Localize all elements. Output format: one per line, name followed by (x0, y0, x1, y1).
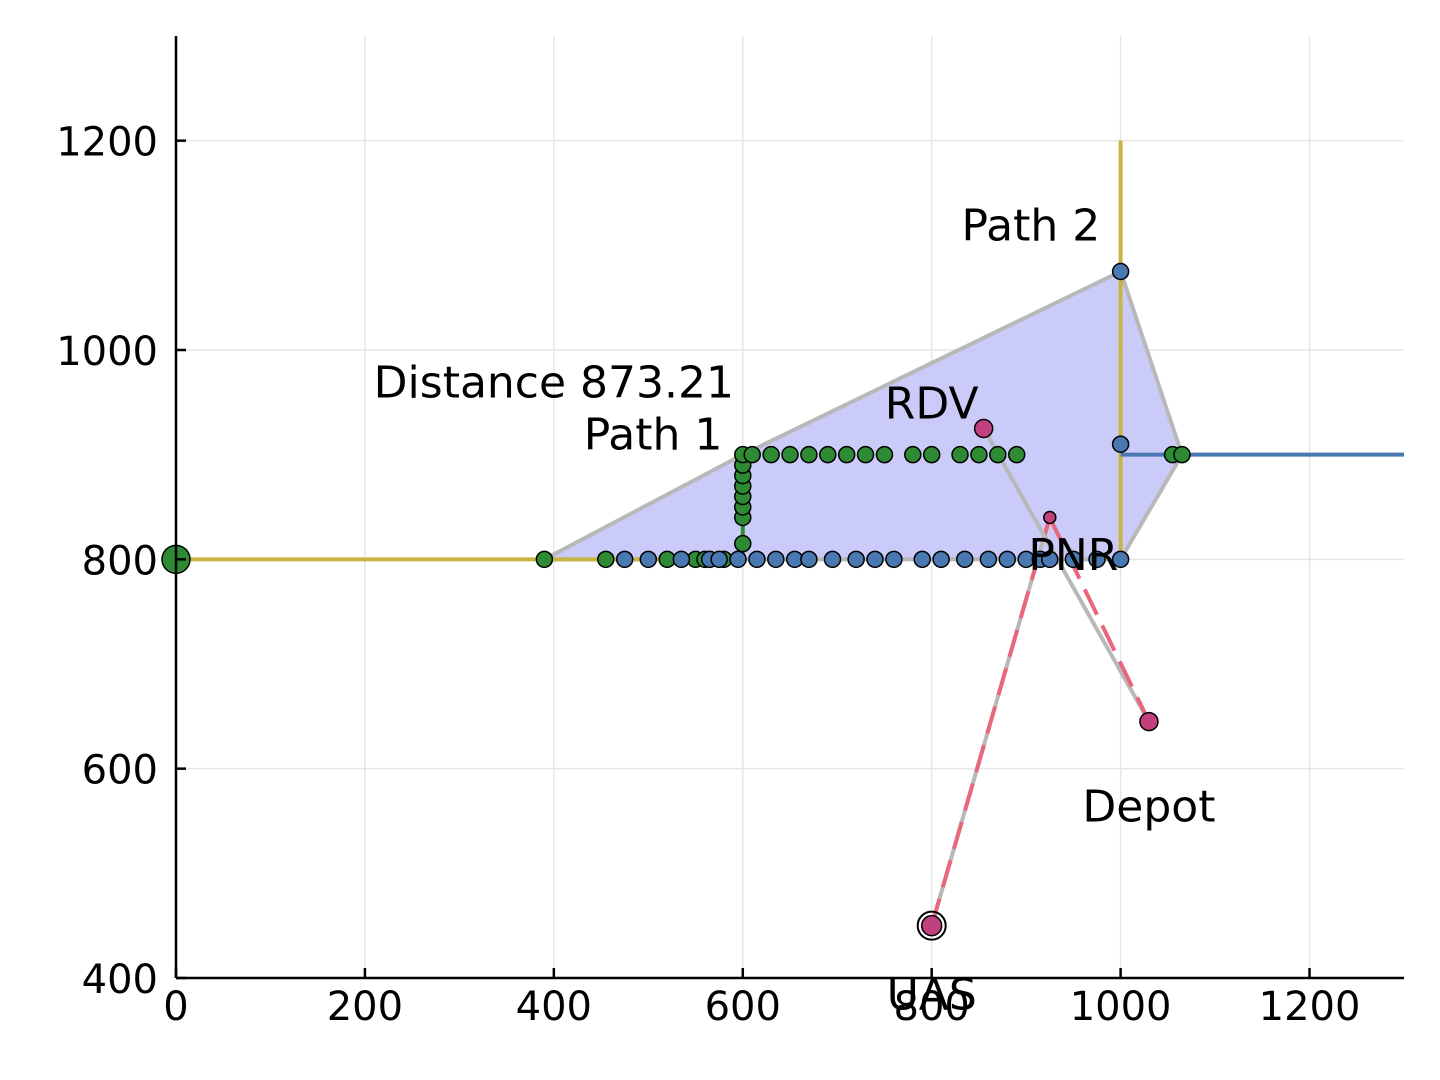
green-point (734, 534, 752, 553)
blue-point (1111, 262, 1130, 281)
blue-point (710, 550, 728, 569)
pnr-point (1043, 510, 1057, 525)
blue-point (998, 550, 1017, 569)
blue-point (800, 550, 818, 569)
green-point (1007, 445, 1026, 464)
green-point (800, 445, 818, 464)
green-point (904, 445, 922, 464)
blue-point (823, 550, 842, 569)
annotation-uas: UAS (887, 970, 977, 1021)
annotation-pnr: PNR (1028, 530, 1118, 581)
x-tick-label: 200 (327, 984, 403, 1030)
depot-point (1139, 711, 1159, 732)
blue-point (885, 550, 903, 569)
blue-point (866, 550, 884, 569)
x-tick-label: 400 (516, 984, 592, 1030)
uas-point-ring (916, 910, 947, 941)
green-point (989, 445, 1007, 464)
blue-point (1111, 550, 1130, 569)
green-point (875, 445, 894, 464)
green-point (856, 445, 875, 464)
blue-point (672, 550, 691, 569)
green-point (970, 445, 988, 464)
green-point (951, 445, 969, 464)
annotation-rdv: RDV (885, 378, 979, 429)
blue-point (615, 550, 634, 569)
green-point (837, 445, 856, 464)
blue-point (1088, 550, 1106, 569)
green-point (743, 445, 761, 464)
x-tick-label: 1000 (1070, 984, 1172, 1030)
y-tick-label: 600 (82, 748, 158, 794)
green-point (922, 445, 941, 464)
x-tick-label: 800 (894, 984, 970, 1030)
blue-point (729, 550, 747, 569)
green-point (597, 550, 615, 569)
uas-point (920, 914, 943, 937)
y-tick-label: 1000 (56, 329, 158, 375)
blue-point (1064, 550, 1083, 569)
blue-point (767, 550, 785, 569)
uas-pnr-dash (929, 516, 1052, 927)
x-tick-label: 0 (163, 984, 188, 1030)
blue-point (956, 550, 974, 569)
green-point (762, 445, 780, 464)
blue-point (748, 550, 766, 569)
data-points (161, 262, 1191, 941)
blue-point (639, 550, 658, 569)
blue-point (847, 550, 865, 569)
green-point (535, 550, 554, 569)
annotation-path2: Path 2 (962, 200, 1101, 251)
blue-point (932, 550, 950, 569)
rdv-point (973, 418, 994, 439)
green-point (781, 445, 799, 464)
blue-point (1041, 550, 1059, 569)
x-tick-label: 1200 (1259, 984, 1361, 1030)
annotation-depot: Depot (1082, 781, 1215, 832)
annotation-path1: Path 1 (584, 410, 723, 461)
blue-point (1111, 435, 1130, 453)
x-tick-label: 600 (705, 984, 781, 1030)
y-tick-label: 800 (82, 538, 158, 584)
blue-point (913, 550, 931, 569)
green-point (1173, 445, 1191, 464)
y-tick-label: 1200 (56, 120, 158, 166)
y-tick-label: 400 (82, 957, 158, 1003)
blue-point (979, 550, 998, 569)
annotation-distance: Distance 873.21 (374, 357, 734, 408)
green-point (819, 445, 837, 464)
rdv-depot-solid (981, 427, 1151, 723)
axes: 0 200 400 600 800 1000 1200 400 600 800 1000 1200 (56, 36, 1404, 1030)
